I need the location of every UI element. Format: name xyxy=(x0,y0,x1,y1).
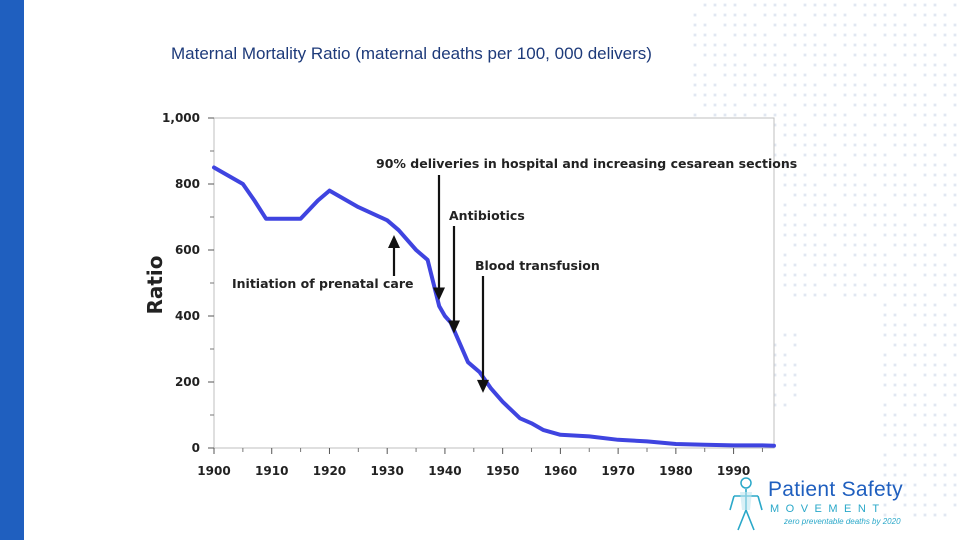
x-tick-label: 1990 xyxy=(717,464,750,478)
human-figure-icon xyxy=(729,477,763,531)
x-tick-label: 1910 xyxy=(255,464,288,478)
annotation-label: 90% deliveries in hospital and increasin… xyxy=(376,156,797,171)
x-tick-label: 1930 xyxy=(370,464,403,478)
left-accent-bar xyxy=(0,0,24,540)
annotation-arrowhead xyxy=(388,235,400,248)
x-tick-label: 1950 xyxy=(486,464,519,478)
x-tick-label: 1960 xyxy=(544,464,577,478)
y-tick-label: 800 xyxy=(175,177,200,191)
annotation-label: Antibiotics xyxy=(449,208,525,223)
y-tick-label: 600 xyxy=(175,243,200,257)
x-tick-label: 1970 xyxy=(601,464,634,478)
logo-title: Patient Safety xyxy=(768,478,903,501)
patient-safety-logo: Patient Safety MOVEMENT zero preventable… xyxy=(718,474,948,534)
x-tick-label: 1900 xyxy=(197,464,230,478)
x-tick-label: 1940 xyxy=(428,464,461,478)
annotation-label: Blood transfusion xyxy=(475,258,600,273)
x-tick-label: 1980 xyxy=(659,464,692,478)
logo-subtitle: MOVEMENT xyxy=(770,503,886,515)
logo-tagline: zero preventable deaths by 2020 xyxy=(784,517,901,526)
annotation-label: Initiation of prenatal care xyxy=(232,276,413,291)
y-axis-label: Ratio xyxy=(143,255,167,314)
annotation-arrowhead xyxy=(433,287,445,301)
annotation-arrowhead xyxy=(448,320,460,334)
y-tick-label: 1,000 xyxy=(162,111,200,125)
y-tick-label: 0 xyxy=(192,441,200,455)
x-tick-label: 1920 xyxy=(313,464,346,478)
slide-title: Maternal Mortality Ratio (maternal death… xyxy=(171,44,652,63)
y-tick-label: 400 xyxy=(175,309,200,323)
annotation-arrowhead xyxy=(477,379,489,393)
y-tick-label: 200 xyxy=(175,375,200,389)
